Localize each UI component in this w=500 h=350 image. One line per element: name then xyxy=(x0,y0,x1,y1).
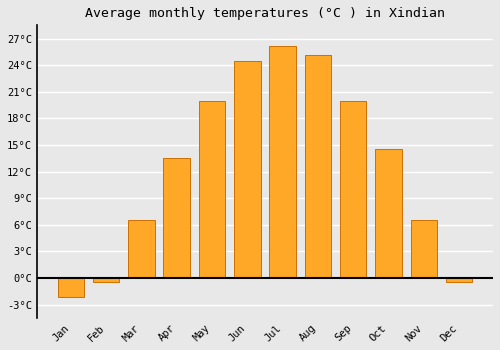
Bar xyxy=(304,55,331,278)
Bar xyxy=(128,220,154,278)
Bar xyxy=(446,278,472,282)
Bar xyxy=(234,61,260,278)
Bar xyxy=(93,278,120,282)
Bar xyxy=(375,149,402,278)
Bar xyxy=(164,158,190,278)
Title: Average monthly temperatures (°C ) in Xindian: Average monthly temperatures (°C ) in Xi… xyxy=(85,7,445,20)
Bar xyxy=(410,220,437,278)
Bar xyxy=(340,101,366,278)
Bar xyxy=(270,46,296,278)
Bar xyxy=(58,278,84,298)
Bar xyxy=(198,101,225,278)
